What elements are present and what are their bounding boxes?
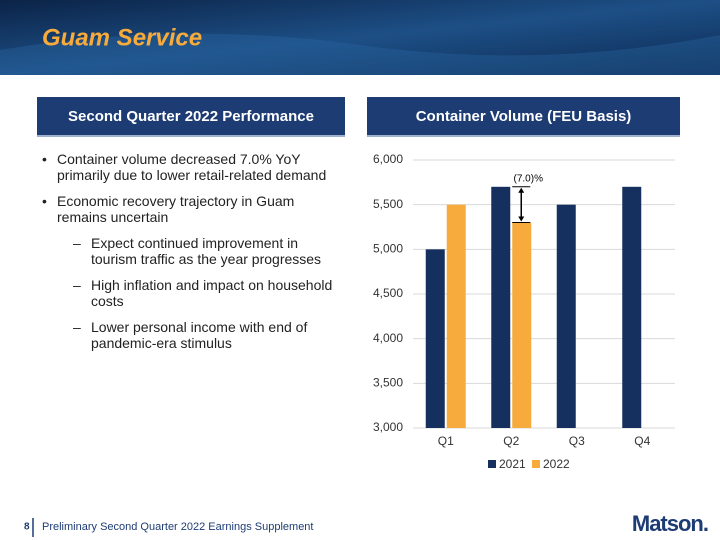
arrow-head bbox=[518, 187, 525, 193]
bullet: Container volume decreased 7.0% YoY prim… bbox=[40, 151, 340, 183]
bar bbox=[512, 222, 532, 428]
sub-bullet: High inflation and impact on household c… bbox=[40, 277, 340, 309]
bar bbox=[556, 204, 576, 428]
legend-swatch bbox=[488, 460, 496, 468]
bullet-list: Container volume decreased 7.0% YoY prim… bbox=[40, 151, 340, 361]
y-tick-label: 6,000 bbox=[373, 152, 403, 166]
y-tick-label: 4,500 bbox=[373, 286, 403, 300]
sub-bullet: Lower personal income with end of pandem… bbox=[40, 319, 340, 351]
y-tick-label: 5,500 bbox=[373, 197, 403, 211]
arrow-head bbox=[518, 216, 525, 222]
header-wave bbox=[0, 33, 720, 75]
bar bbox=[622, 186, 642, 428]
x-tick-label: Q3 bbox=[569, 434, 585, 448]
x-tick-label: Q4 bbox=[634, 434, 650, 448]
bar bbox=[425, 249, 445, 428]
header-band bbox=[0, 0, 720, 75]
x-tick-label: Q2 bbox=[503, 434, 519, 448]
y-tick-label: 3,500 bbox=[373, 376, 403, 390]
annotation-label: (7.0)% bbox=[514, 173, 544, 184]
page-number: 8 bbox=[24, 522, 30, 533]
slide-title: Guam Service bbox=[42, 24, 202, 51]
bullet: Economic recovery trajectory in Guam rem… bbox=[40, 193, 340, 225]
right-panel-title: Container Volume (FEU Basis) bbox=[367, 97, 680, 137]
y-tick-label: 3,000 bbox=[373, 420, 403, 434]
y-tick-label: 4,000 bbox=[373, 331, 403, 345]
left-panel-title: Second Quarter 2022 Performance bbox=[37, 97, 345, 137]
bar bbox=[491, 186, 511, 428]
y-tick-label: 5,000 bbox=[373, 242, 403, 256]
legend-swatch bbox=[532, 460, 540, 468]
logo: Matson. bbox=[632, 511, 708, 536]
footer-text: Preliminary Second Quarter 2022 Earnings… bbox=[42, 521, 313, 533]
sub-bullet: Expect continued improvement in tourism … bbox=[40, 235, 340, 267]
legend-label: 2021 bbox=[499, 457, 526, 471]
bar bbox=[446, 204, 466, 428]
legend-label: 2022 bbox=[543, 457, 570, 471]
x-tick-label: Q1 bbox=[438, 434, 454, 448]
